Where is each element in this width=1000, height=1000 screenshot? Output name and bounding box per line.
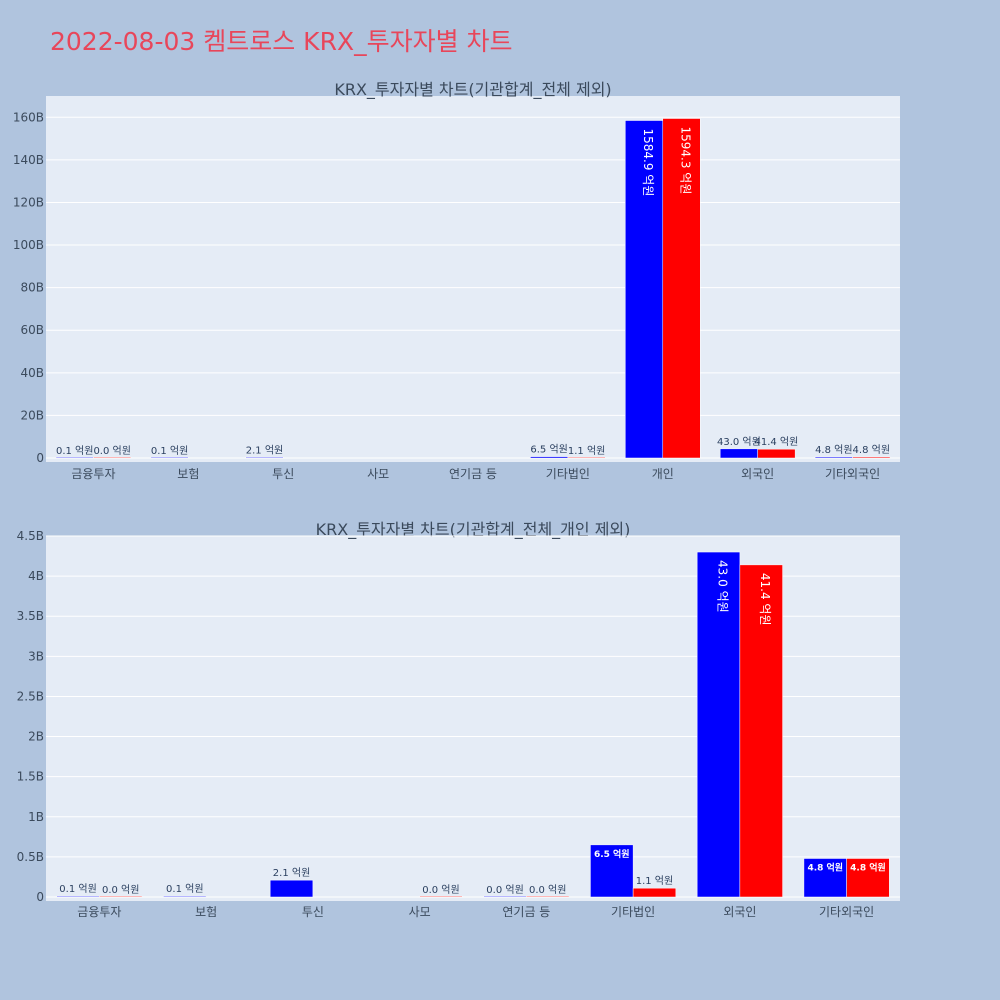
x-tick-label: 연기금 등 [449,467,497,481]
x-tick-label: 금융투자 [77,905,121,919]
y-tick-label: 80B [20,281,44,295]
chart-title: KRX_투자자별 차트(기관합계_전체 제외) [334,80,611,100]
bar [814,456,853,459]
x-tick-label: 투신 [272,467,294,481]
y-tick-label: 0 [36,890,44,904]
y-tick-label: 40B [20,366,44,380]
data-label: 0.0 억원 [422,884,459,896]
chart-investor-excl-individual: KRX_투자자별 차트(기관합계_전체_개인 제외) 0 0.5B 1B 1.5B 2B 2… [17,520,900,919]
y-tick-label: 2.5B [17,689,44,703]
x-tick-label: 개인 [652,467,674,481]
x-tick-label: 기타법인 [546,467,590,481]
y-tick-label: 0 [36,451,44,465]
y-tick-label: 2B [28,730,44,744]
y-tick-label: 20B [20,408,44,422]
data-label: 4.8 억원 [807,861,843,873]
x-tick-label: 기타외국인 [825,467,880,481]
bar [99,895,143,898]
bar [632,887,677,898]
bar [419,895,463,898]
bar [150,456,189,459]
data-label: 0.1 억원 [166,883,203,895]
data-label: 0.0 억원 [93,445,130,457]
data-label: 2.1 억원 [273,867,310,879]
x-tick-label: 외국인 [723,905,756,919]
data-label: 1.1 억원 [636,875,673,887]
bar [719,448,758,459]
y-tick-label: 4B [28,569,44,583]
bar [269,879,314,898]
chart-title: KRX_투자자별 차트(기관합계_전체_개인 제외) [316,520,631,540]
data-label: 0.1 억원 [56,445,93,457]
bar [696,551,741,898]
y-tick-label: 4.5B [17,529,44,543]
data-label: 41.4 억원 [754,436,798,448]
y-tick-label: 3.5B [17,609,44,623]
bar [590,844,634,898]
bar [56,895,100,898]
y-tick-label: 100B [13,238,44,252]
y-tick-label: 140B [13,153,44,167]
x-tick-label: 사모 [409,905,431,919]
data-label: 6.5 억원 [594,848,630,860]
y-tick-label: 0.5B [17,850,44,864]
data-label: 1594.3 억원 [679,127,693,195]
bar [803,858,847,898]
y-tick-label: 60B [20,323,44,337]
y-tick-label: 160B [13,110,44,124]
data-label: 4.8 억원 [850,861,886,873]
data-label: 0.0 억원 [486,884,523,896]
bar [163,895,207,898]
y-tick-label: 1B [28,810,44,824]
x-tick-label: 보험 [177,467,199,481]
data-label: 0.0 억원 [102,884,139,896]
x-tick-label: 사모 [367,467,389,481]
y-tick-label: 3B [28,649,44,663]
x-tick-label: 기타외국인 [819,905,874,919]
bar [852,456,891,459]
bar [245,456,284,459]
x-tick-label: 보험 [195,905,217,919]
data-label: 0.1 억원 [151,445,188,457]
data-label: 0.1 억원 [59,883,96,895]
data-label: 1.1 억원 [568,445,605,457]
data-label: 41.4 억원 [758,573,772,626]
y-tick-label: 1.5B [17,770,44,784]
x-tick-label: 투신 [302,905,324,919]
bar [662,118,701,459]
y-tick-label: 120B [13,195,44,209]
bar [526,895,570,898]
data-label: 1584.9 억원 [641,129,655,197]
data-label: 4.8 억원 [853,444,890,456]
data-label: 6.5 억원 [530,444,567,456]
bar [55,456,94,459]
bar [483,895,527,898]
data-label: 2.1 억원 [246,445,283,457]
x-tick-label: 연기금 등 [502,905,550,919]
x-tick-label: 기타법인 [611,905,655,919]
bar [757,448,796,459]
bar [739,564,783,898]
bar [567,456,606,459]
plot-area [46,96,900,462]
bar [530,456,569,459]
page-title: 2022-08-03 켐트로스 KRX_투자자별 차트 [50,27,513,56]
data-label: 0.0 억원 [529,884,566,896]
chart-investor-all: KRX_투자자별 차트(기관합계_전체 제외) 0 20B 40B 60B 80B 100B… [13,80,900,481]
data-label: 4.8 억원 [815,444,852,456]
bar [846,858,890,898]
x-tick-label: 금융투자 [71,467,115,481]
x-tick-label: 외국인 [741,467,774,481]
data-label: 43.0 억원 [716,560,730,613]
bar [93,456,132,459]
data-label: 43.0 억원 [717,436,761,448]
